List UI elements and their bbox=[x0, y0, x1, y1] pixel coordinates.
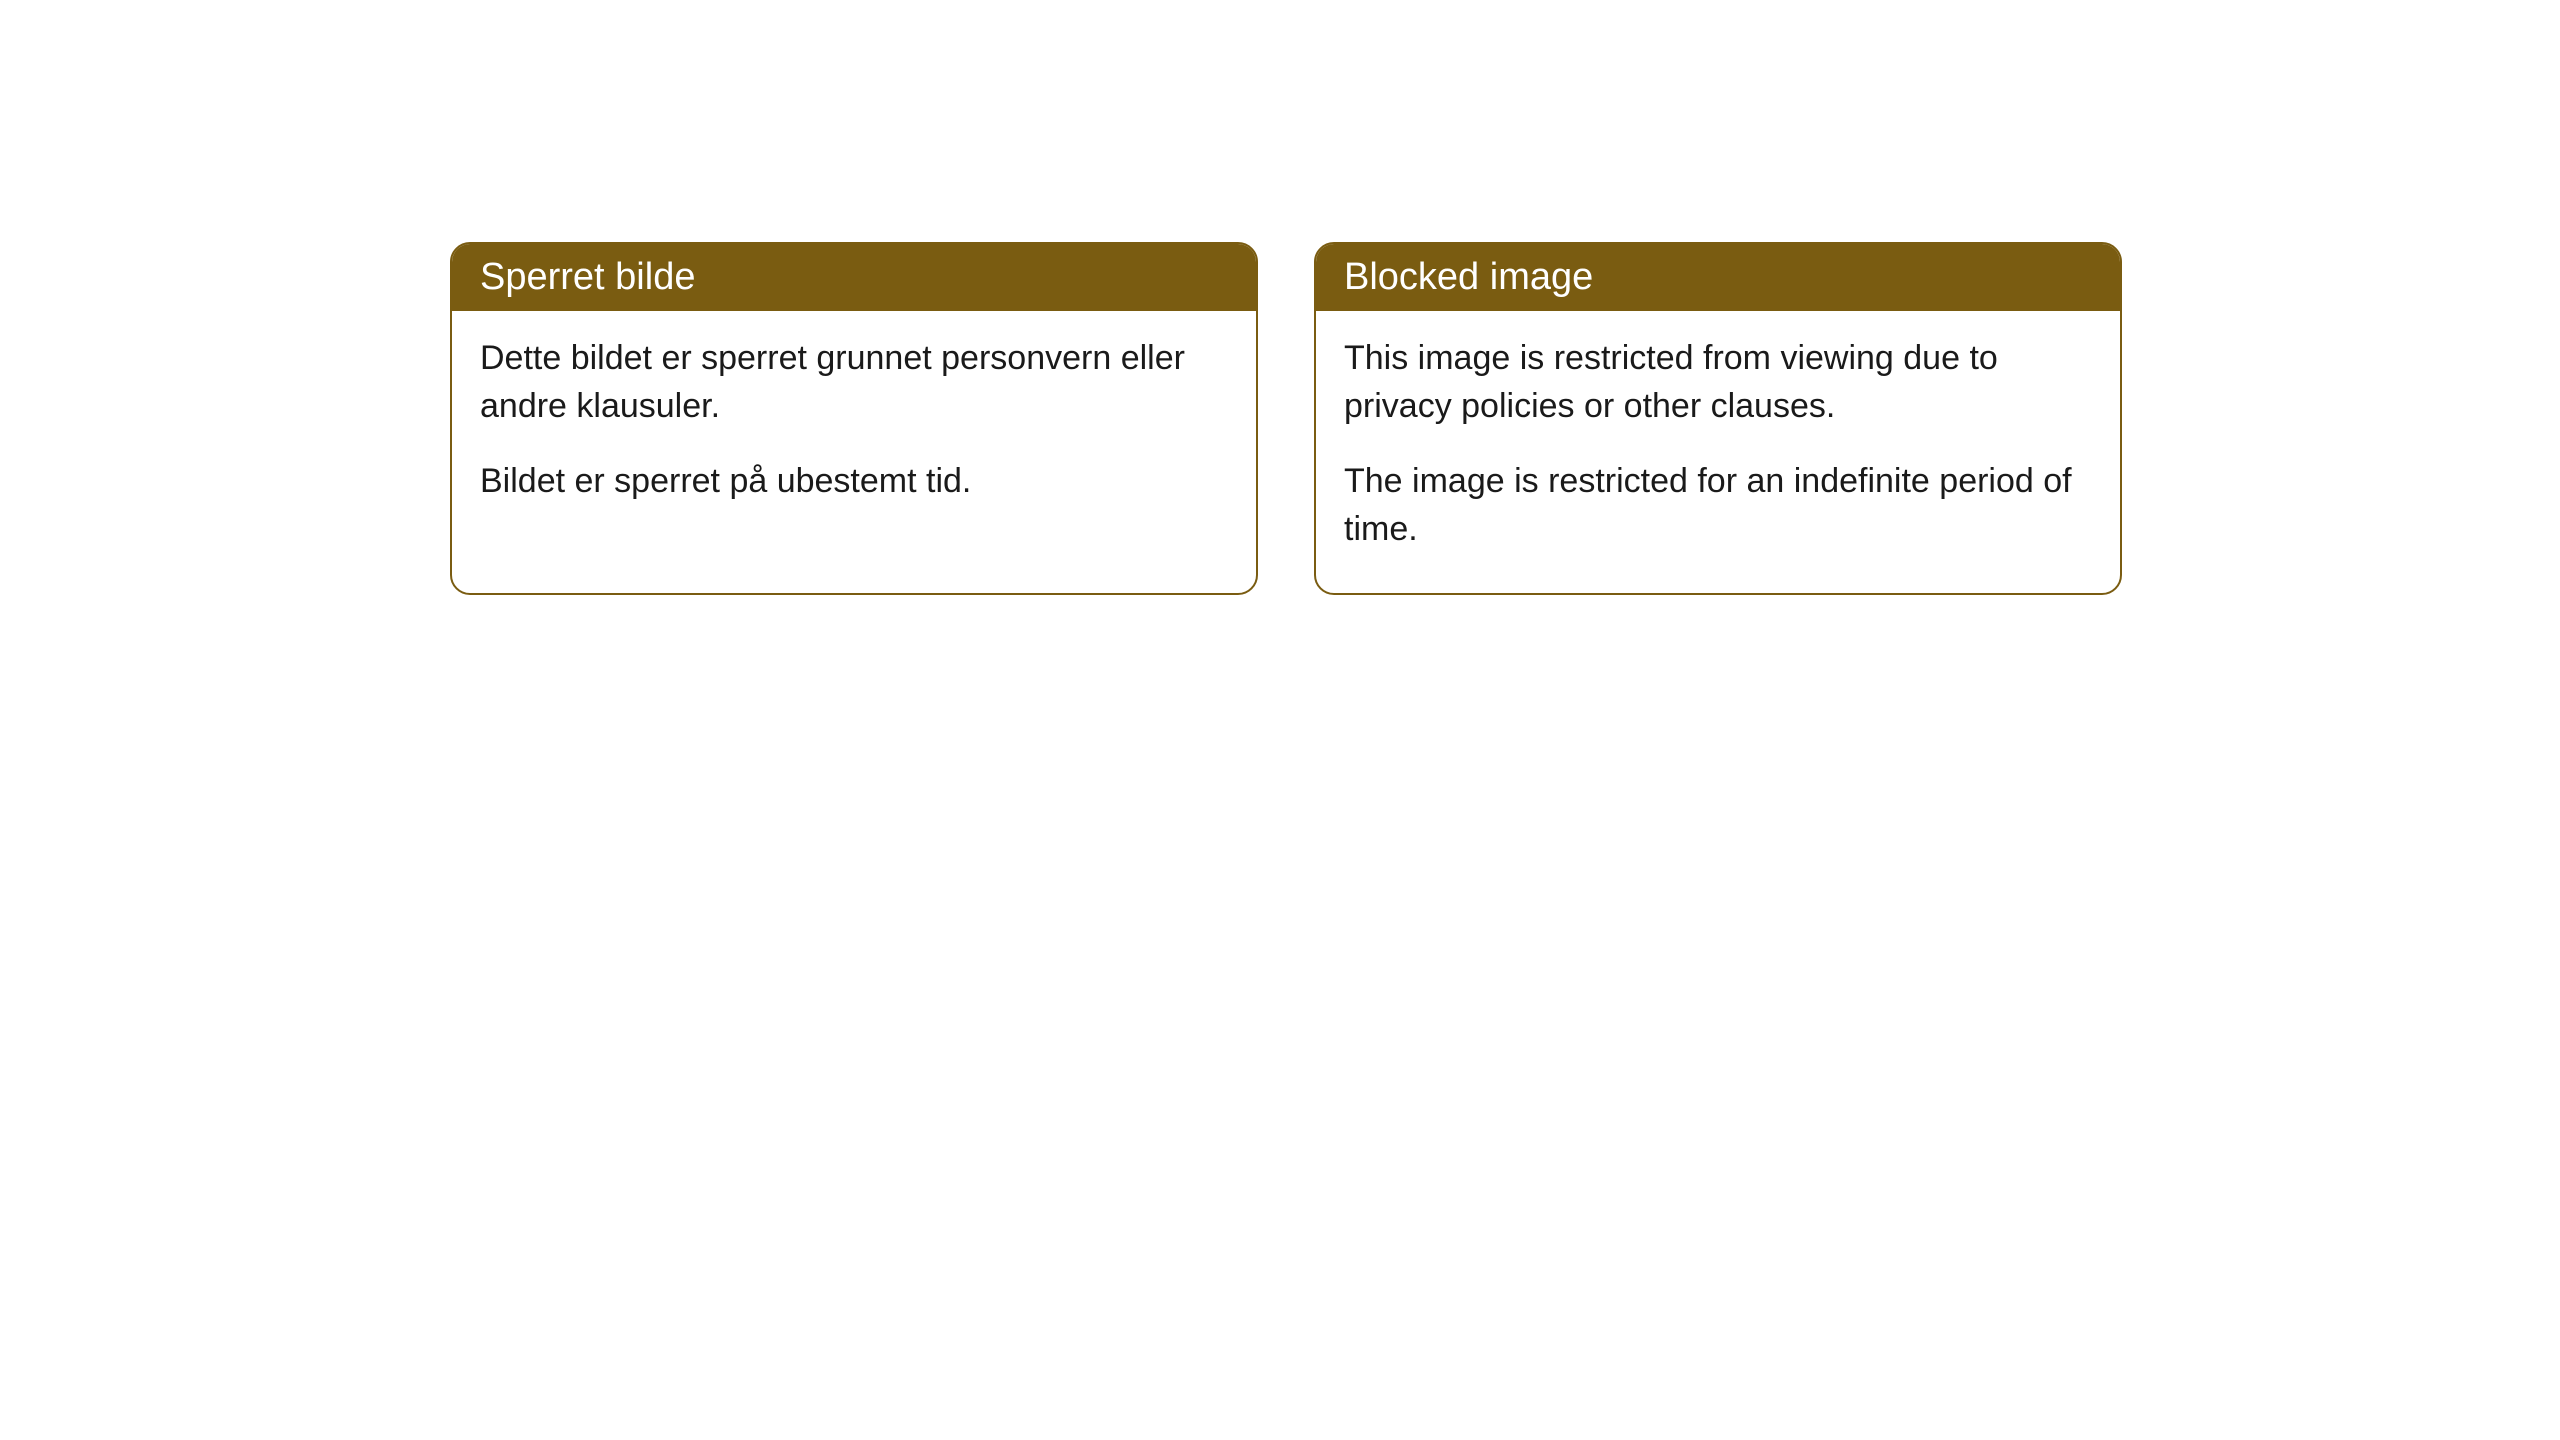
notice-card-english: Blocked image This image is restricted f… bbox=[1314, 242, 2122, 595]
card-body-english: This image is restricted from viewing du… bbox=[1316, 311, 2120, 593]
card-header-english: Blocked image bbox=[1316, 244, 2120, 311]
card-paragraph: The image is restricted for an indefinit… bbox=[1344, 458, 2092, 553]
card-paragraph: Bildet er sperret på ubestemt tid. bbox=[480, 458, 1228, 506]
card-paragraph: Dette bildet er sperret grunnet personve… bbox=[480, 335, 1228, 430]
notice-card-norwegian: Sperret bilde Dette bildet er sperret gr… bbox=[450, 242, 1258, 595]
card-paragraph: This image is restricted from viewing du… bbox=[1344, 335, 2092, 430]
card-title: Blocked image bbox=[1344, 256, 1593, 298]
card-body-norwegian: Dette bildet er sperret grunnet personve… bbox=[452, 311, 1256, 546]
card-header-norwegian: Sperret bilde bbox=[452, 244, 1256, 311]
card-title: Sperret bilde bbox=[480, 256, 695, 298]
notice-cards-container: Sperret bilde Dette bildet er sperret gr… bbox=[450, 242, 2122, 595]
